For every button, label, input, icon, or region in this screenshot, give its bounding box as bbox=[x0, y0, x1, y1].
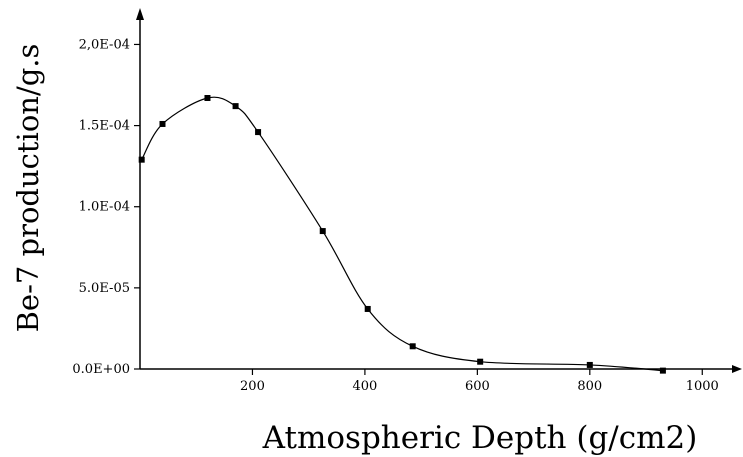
y-tick-label: 1.5E-04 bbox=[79, 119, 130, 134]
data-markers bbox=[138, 95, 666, 374]
data-point bbox=[364, 305, 371, 312]
x-axis-arrow-icon bbox=[732, 365, 742, 373]
x-ticks: 200 400 600 800 1000 bbox=[240, 369, 719, 394]
data-point bbox=[232, 103, 239, 110]
y-axis-arrow-icon bbox=[136, 8, 144, 20]
y-axis-title: Be-7 production/g.s bbox=[11, 44, 45, 333]
x-axis-title: Atmospheric Depth (g/cm2) bbox=[262, 420, 698, 456]
y-tick-label: 2,0E-04 bbox=[79, 37, 130, 52]
data-point bbox=[138, 156, 145, 163]
data-point bbox=[319, 228, 326, 235]
data-point bbox=[659, 367, 666, 374]
data-point bbox=[409, 343, 416, 350]
x-tick-label: 200 bbox=[240, 379, 265, 394]
x-tick-label: 1000 bbox=[686, 379, 719, 394]
y-tick-label: 0.0E+00 bbox=[72, 362, 130, 377]
data-point bbox=[255, 129, 262, 136]
x-tick-label: 600 bbox=[465, 379, 490, 394]
data-point bbox=[477, 358, 484, 365]
x-tick-label: 400 bbox=[352, 379, 377, 394]
data-point bbox=[159, 120, 166, 127]
y-ticks: 0.0E+00 5.0E-05 1.0E-04 1.5E-04 2,0E-04 bbox=[72, 37, 140, 377]
data-point bbox=[204, 95, 211, 102]
x-axis bbox=[140, 365, 742, 373]
data-point bbox=[586, 361, 593, 368]
y-tick-label: 1.0E-04 bbox=[79, 200, 130, 215]
series-line bbox=[141, 96, 663, 372]
x-tick-label: 800 bbox=[577, 379, 602, 394]
y-axis bbox=[136, 8, 144, 369]
y-tick-label: 5.0E-05 bbox=[79, 281, 130, 296]
